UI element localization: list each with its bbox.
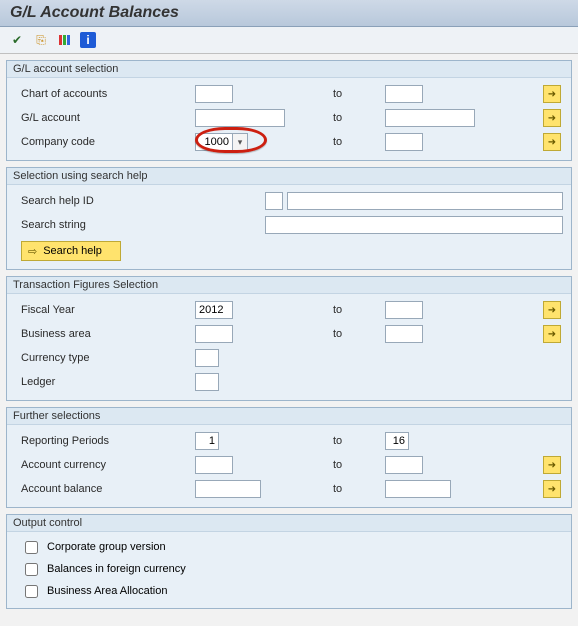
f4-help-icon[interactable]: ▾: [232, 133, 248, 151]
label-gl-account: G/L account: [15, 112, 195, 124]
business-area-from-input[interactable]: [195, 325, 233, 343]
search-help-id-desc-input[interactable]: [287, 192, 563, 210]
chart-to-input[interactable]: [385, 85, 423, 103]
group-search-help: Selection using search help Search help …: [6, 167, 572, 270]
reporting-periods-from-input[interactable]: [195, 432, 219, 450]
business-area-more-button[interactable]: ➜: [543, 325, 561, 343]
business-area-to-input[interactable]: [385, 325, 423, 343]
to-label: to: [325, 435, 385, 447]
glacc-to-input[interactable]: [385, 109, 475, 127]
group-title: Further selections: [7, 408, 571, 425]
search-help-id-input[interactable]: [265, 192, 283, 210]
page-title: G/L Account Balances: [0, 0, 578, 27]
group-further-selections: Further selections Reporting Periods to …: [6, 407, 572, 508]
to-label: to: [325, 483, 385, 495]
account-currency-from-input[interactable]: [195, 456, 233, 474]
glacc-from-input[interactable]: [195, 109, 285, 127]
to-label: to: [325, 88, 385, 100]
currency-type-input[interactable]: [195, 349, 219, 367]
label-chart-of-accounts: Chart of accounts: [15, 88, 195, 100]
reporting-periods-to-input[interactable]: [385, 432, 409, 450]
info-icon[interactable]: i: [80, 32, 96, 48]
group-title: Transaction Figures Selection: [7, 277, 571, 294]
group-output-control: Output control Corporate group version B…: [6, 514, 572, 609]
check-corporate-group-version[interactable]: Corporate group version: [15, 536, 563, 558]
group-gl-selection: G/L account selection Chart of accounts …: [6, 60, 572, 161]
account-balance-more-button[interactable]: ➜: [543, 480, 561, 498]
group-title: G/L account selection: [7, 61, 571, 78]
fiscal-year-to-input[interactable]: [385, 301, 423, 319]
checkbox-label: Balances in foreign currency: [47, 563, 186, 575]
app-toolbar: ✔ ⎘ i: [0, 27, 578, 54]
checkbox-input[interactable]: [25, 563, 38, 576]
to-label: to: [325, 136, 385, 148]
chart-more-button[interactable]: ➜: [543, 85, 561, 103]
label-reporting-periods: Reporting Periods: [15, 435, 195, 447]
checkbox-label: Business Area Allocation: [47, 585, 167, 597]
glacc-more-button[interactable]: ➜: [543, 109, 561, 127]
to-label: to: [325, 459, 385, 471]
search-string-input[interactable]: [265, 216, 563, 234]
to-label: to: [325, 112, 385, 124]
checkbox-input[interactable]: [25, 541, 38, 554]
search-help-button[interactable]: ⇨ Search help: [21, 241, 121, 261]
arrow-right-icon: ⇨: [28, 245, 37, 258]
label-business-area: Business area: [15, 328, 195, 340]
label-currency-type: Currency type: [15, 352, 195, 364]
label-account-balance: Account balance: [15, 483, 195, 495]
account-currency-to-input[interactable]: [385, 456, 423, 474]
ledger-input[interactable]: [195, 373, 219, 391]
to-label: to: [325, 304, 385, 316]
group-title: Output control: [7, 515, 571, 532]
variant-icon[interactable]: [56, 31, 74, 49]
group-transaction-figures: Transaction Figures Selection Fiscal Yea…: [6, 276, 572, 401]
checkbox-input[interactable]: [25, 585, 38, 598]
company-from-input[interactable]: [195, 133, 233, 151]
fiscal-year-from-input[interactable]: [195, 301, 233, 319]
chart-from-input[interactable]: [195, 85, 233, 103]
account-currency-more-button[interactable]: ➜: [543, 456, 561, 474]
group-title: Selection using search help: [7, 168, 571, 185]
account-balance-from-input[interactable]: [195, 480, 261, 498]
label-ledger: Ledger: [15, 376, 195, 388]
label-account-currency: Account currency: [15, 459, 195, 471]
fiscal-year-more-button[interactable]: ➜: [543, 301, 561, 319]
company-to-input[interactable]: [385, 133, 423, 151]
label-fiscal-year: Fiscal Year: [15, 304, 195, 316]
search-help-button-label: Search help: [43, 245, 102, 257]
check-business-area-allocation[interactable]: Business Area Allocation: [15, 580, 563, 602]
company-more-button[interactable]: ➜: [543, 133, 561, 151]
checkbox-label: Corporate group version: [47, 541, 166, 553]
check-balances-foreign-currency[interactable]: Balances in foreign currency: [15, 558, 563, 580]
to-label: to: [325, 328, 385, 340]
label-company-code: Company code: [15, 136, 195, 148]
label-search-help-id: Search help ID: [15, 195, 265, 207]
copy-icon[interactable]: ⎘: [32, 31, 50, 49]
account-balance-to-input[interactable]: [385, 480, 451, 498]
label-search-string: Search string: [15, 219, 265, 231]
execute-icon[interactable]: ✔: [8, 31, 26, 49]
